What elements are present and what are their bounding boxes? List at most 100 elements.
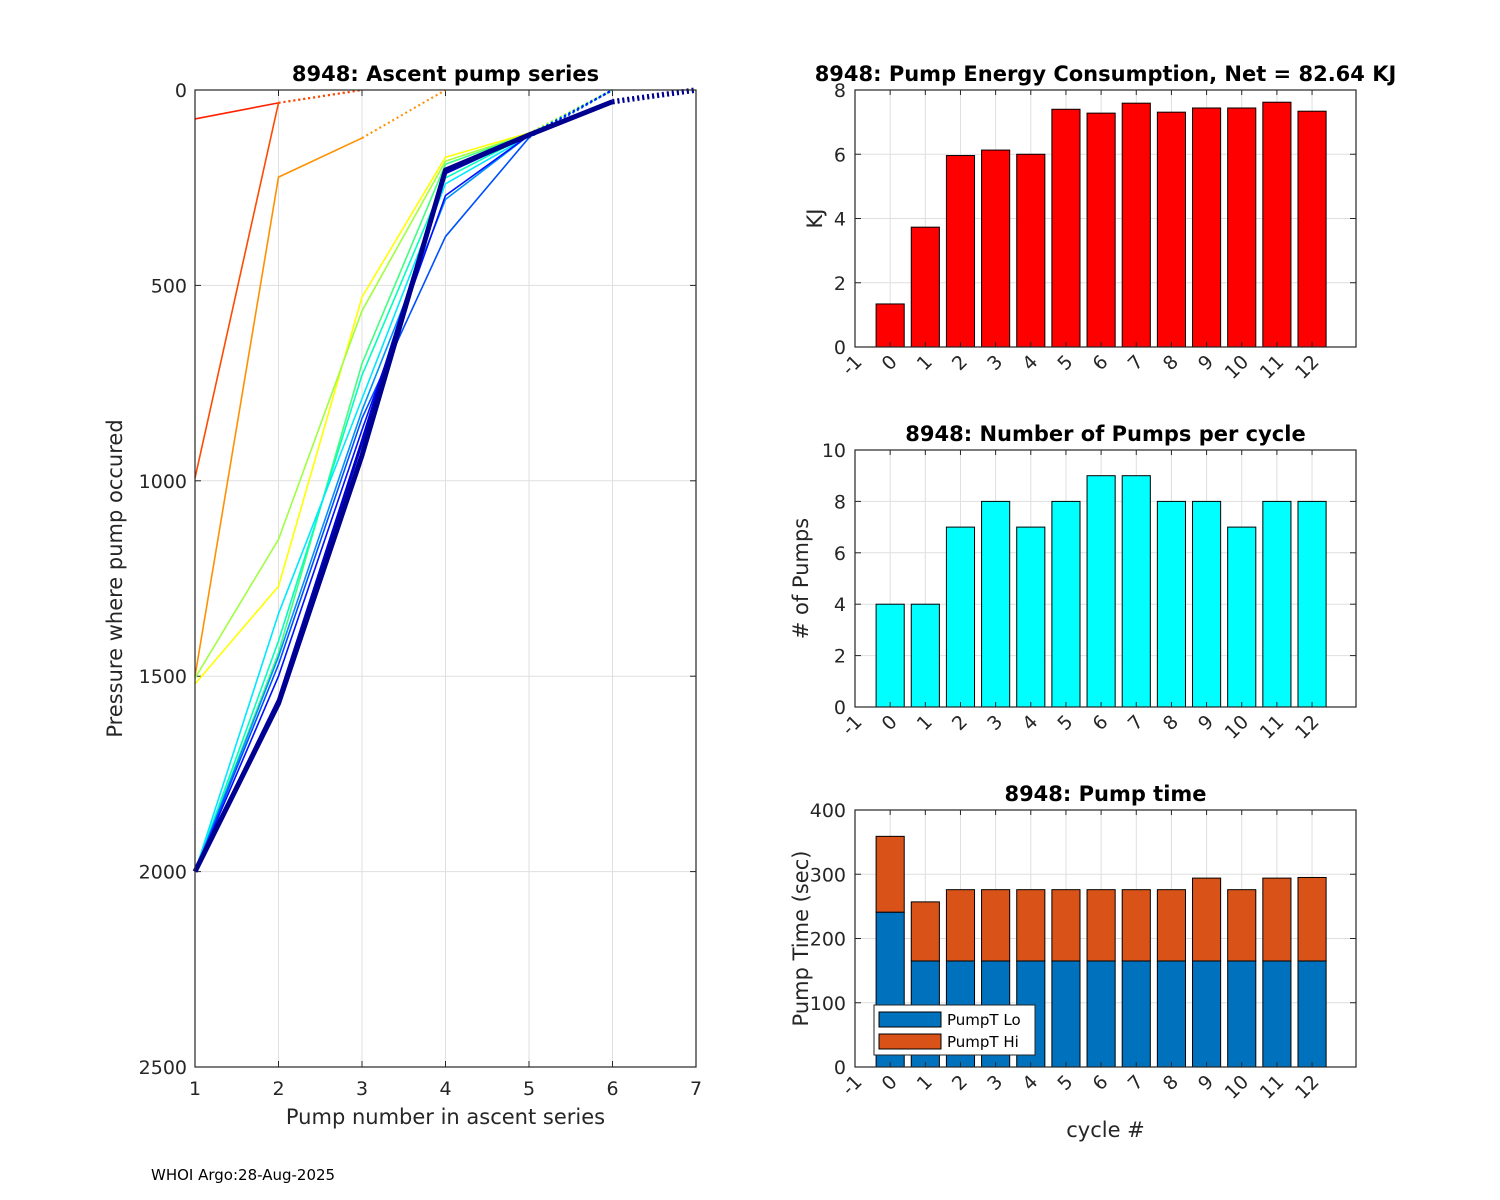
legend-swatch-lo [878, 1011, 942, 1028]
energy-xtick-label: 11 [1256, 351, 1289, 384]
ascent-xtick-label: 2 [272, 1078, 284, 1100]
energy-xtick-label: 7 [1124, 351, 1148, 375]
ascent-xlabel: Pump number in ascent series [286, 1105, 605, 1129]
pumps-bar [910, 603, 940, 708]
energy-ytick-label: 6 [834, 144, 846, 166]
ascent-ytick-label: 500 [151, 275, 187, 297]
pumptime-bar-hi [1121, 889, 1151, 962]
ascent-axes-box [194, 89, 697, 1068]
energy-xtick-label: 9 [1194, 351, 1218, 375]
ascent-series-line [194, 102, 279, 120]
pumps-bar [1297, 500, 1327, 708]
pumps-bar [1262, 500, 1292, 708]
energy-bar [1192, 107, 1222, 348]
ascent-series-line [194, 137, 530, 872]
pumps-bar [1156, 500, 1186, 708]
pumps-xtick-label: 1 [913, 711, 937, 735]
energy-bar [1262, 101, 1292, 348]
energy-bar [875, 303, 905, 348]
legend-swatch-hi [878, 1033, 942, 1050]
pumptime-xtick-label: 2 [948, 1071, 972, 1095]
energy-ytick-label: 2 [834, 273, 846, 295]
energy-ytick-label: 0 [834, 337, 846, 359]
pumptime-ytick-label: 100 [810, 993, 846, 1015]
pumps-xtick-label: 7 [1124, 711, 1148, 735]
energy-bar [945, 155, 976, 348]
pumps-ytick-label: 8 [834, 491, 846, 513]
pumps-xtick-label: 4 [1018, 711, 1042, 735]
energy-ytick-label: 8 [834, 80, 846, 102]
pumptime-xtick-label: 11 [1256, 1071, 1289, 1104]
pumps-ylabel: # of Pumps [789, 518, 813, 640]
ascent-xtick-label: 3 [356, 1078, 368, 1100]
ascent-xtick-label: 6 [606, 1078, 618, 1100]
energy-bar [1227, 107, 1257, 348]
ascent-ytick-label: 2500 [139, 1057, 187, 1079]
pumptime-bar-hi [1051, 889, 1081, 962]
pumptime-bar-hi [1156, 889, 1186, 962]
pumps-ytick-label: 6 [834, 543, 846, 565]
ascent-ytick-label: 1000 [139, 471, 187, 493]
pumptime-ytick-label: 300 [810, 864, 846, 886]
ascent-ytick-label: 1500 [139, 666, 187, 688]
pumptime-bar-hi [945, 889, 976, 962]
energy-xtick-label: 2 [948, 351, 972, 375]
pumps-bar [875, 603, 905, 708]
ascent-series-line [194, 137, 363, 677]
pumptime-ytick-label: 0 [834, 1057, 846, 1079]
ascent-series-line [194, 134, 530, 872]
pumptime-bar-hi [1297, 876, 1327, 962]
ascent-series-line [194, 134, 530, 872]
ascent-title: 8948: Ascent pump series [292, 62, 599, 86]
pumptime-bar-lo [1227, 960, 1257, 1068]
energy-bar [1016, 153, 1046, 348]
ascent-xtick-label: 4 [439, 1078, 451, 1100]
pumps-axes-box [854, 449, 1357, 708]
pumptime-bar-hi [875, 835, 905, 913]
pumptime-title: 8948: Pump time [1004, 782, 1206, 806]
pumptime-bar-lo [1051, 960, 1081, 1068]
pumps-ytick-label: 10 [822, 440, 846, 462]
pumptime-bar-hi [910, 901, 940, 962]
pumptime-xtick-label: 6 [1089, 1071, 1113, 1095]
energy-xtick-label: 0 [878, 351, 902, 375]
energy-xtick-label: 5 [1053, 351, 1077, 375]
energy-xtick-label: 10 [1221, 351, 1254, 384]
energy-bar [910, 226, 940, 348]
pumps-bar [1051, 500, 1081, 708]
energy-xtick-label: 6 [1089, 351, 1113, 375]
pumptime-ytick-label: 200 [810, 929, 846, 951]
pumptime-xtick-label: 7 [1124, 1071, 1148, 1095]
ascent-xtick-label: 5 [523, 1078, 535, 1100]
pumps-xtick-label: 10 [1221, 711, 1254, 744]
pumps-ytick-label: 2 [834, 646, 846, 668]
energy-bar [1156, 111, 1186, 348]
pumptime-bar-hi [981, 889, 1011, 962]
pumps-bar [1016, 526, 1046, 708]
pumps-ytick-label: 4 [834, 594, 846, 616]
pumps-xtick-label: 6 [1089, 711, 1113, 735]
pumptime-bar-lo [1121, 960, 1151, 1068]
legend-label-lo: PumpT Lo [947, 1011, 1021, 1029]
pumps-xtick-label: 9 [1194, 711, 1218, 735]
pumptime-ylabel: Pump Time (sec) [789, 851, 813, 1027]
ascent-ylabel: Pressure where pump occured [103, 419, 127, 737]
ascent-series-line [194, 102, 280, 479]
pumps-bar [1192, 500, 1222, 708]
pumptime-bar-hi [1192, 877, 1222, 962]
ascent-xtick-label: 7 [690, 1078, 702, 1100]
pumptime-xtick-label: 8 [1159, 1071, 1183, 1095]
pumptime-bar-lo [1297, 960, 1327, 1068]
pumptime-xtick-label: 4 [1018, 1071, 1042, 1095]
pumps-xtick-label: 3 [983, 711, 1007, 735]
pumps-xtick-label: 2 [948, 711, 972, 735]
ascent-series-line [194, 135, 530, 872]
ascent-series-line [194, 133, 530, 872]
pumptime-bar-lo [1086, 960, 1116, 1068]
ascent-surface-dotted-line [361, 89, 447, 139]
ascent-series-line [192, 99, 614, 873]
pumps-bar [945, 526, 976, 708]
